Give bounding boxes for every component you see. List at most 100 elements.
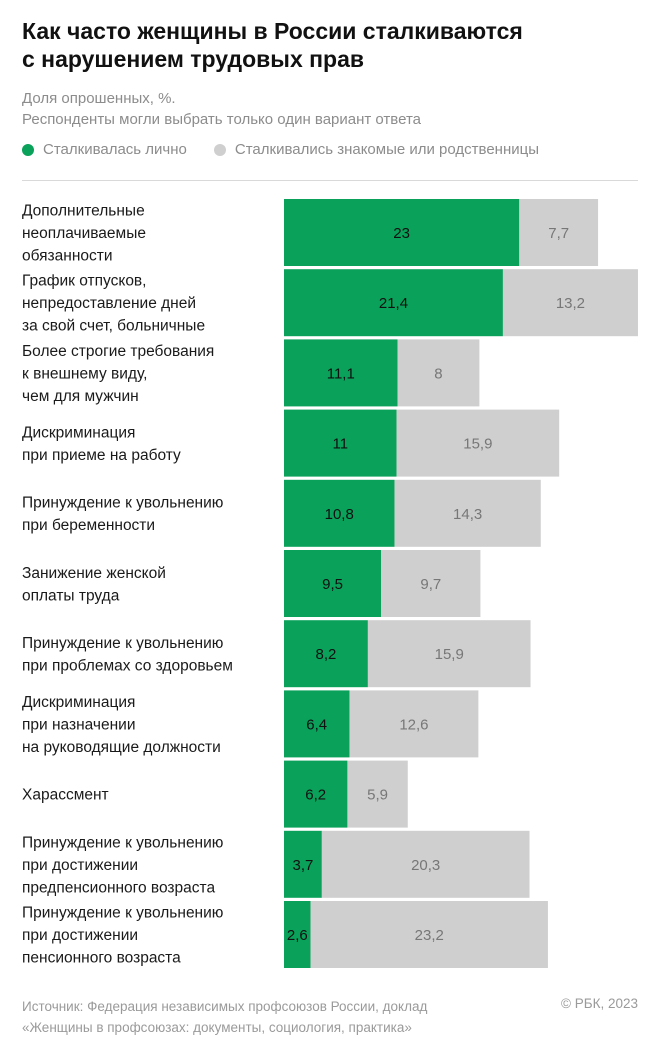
bar-personal <box>284 409 397 477</box>
category-label: Принуждение к увольнению при беременности <box>22 495 223 535</box>
category-label: Более строгие требования к внешнему виду,… <box>22 343 214 405</box>
value-label-personal: 8,2 <box>316 646 337 663</box>
category-label: Дополнительные неоплачиваемые обязанности <box>22 203 146 265</box>
value-label-personal: 6,2 <box>305 787 326 804</box>
legend-dot-acquaintances-icon <box>213 143 226 156</box>
value-label-personal: 21,4 <box>379 295 408 312</box>
category-label-line: Принуждение к увольнению <box>22 635 223 652</box>
bar-acquaintances <box>519 199 599 266</box>
value-label-acquaintances: 23,2 <box>415 927 444 944</box>
category-label-line: Принуждение к увольнению <box>22 834 223 851</box>
value-label-personal: 23 <box>393 225 410 242</box>
category-label-line: при назначении <box>22 716 136 733</box>
category-label: Принуждение к увольнению при проблемах со… <box>22 635 233 675</box>
category-label: Дискриминация при приеме на работу <box>22 424 181 464</box>
value-label-personal: 3,7 <box>292 857 313 874</box>
bar-acquaintances <box>396 409 560 477</box>
category-label-line: Принуждение к увольнению <box>22 905 223 922</box>
bar-acquaintances <box>349 690 479 758</box>
category-label-line: за свой счет, больничные <box>22 318 205 335</box>
value-label-acquaintances: 9,7 <box>420 576 441 593</box>
category-label-line: Более строгие требования <box>22 343 214 360</box>
legend-dot-personal-icon <box>22 143 34 156</box>
source-line-2: «Женщины в профсоюзах: документы, социол… <box>22 1020 412 1035</box>
category-label-line: Дискриминация <box>22 694 135 711</box>
category-label-line: при приеме на работу <box>22 447 181 464</box>
category-label: Принуждение к увольнению при достижении пе… <box>22 905 223 967</box>
bar-personal <box>284 550 382 617</box>
value-label-acquaintances: 20,3 <box>411 857 440 874</box>
value-label-acquaintances: 8 <box>434 365 442 382</box>
chart-title-line-1: Как часто женщины в России сталкиваются <box>22 18 523 44</box>
copyright: © РБК, 2023 <box>561 996 638 1011</box>
bar-personal <box>284 199 520 266</box>
chart-legend: Сталкивалась лично Сталкивались знакомые… <box>22 141 642 158</box>
category-label: График отпусков, непредоставление дней за … <box>22 273 205 335</box>
category-label-line: Харассмент <box>22 787 109 804</box>
value-label-acquaintances: 14,3 <box>453 506 482 523</box>
bar-acquaintances <box>397 339 480 407</box>
category-label-line: оплаты труда <box>22 587 120 604</box>
bar-personal <box>284 339 398 407</box>
category-label-line: чем для мужчин <box>22 388 139 405</box>
bar-acquaintances <box>394 479 541 547</box>
chart-footer-source: Источник: Федерация независимых профсоюз… <box>22 996 638 1038</box>
subtitle-line-1: Доля опрошенных, %. <box>22 90 176 107</box>
chart-subtitle: Доля опрошенных, %. Респонденты могли вы… <box>22 88 642 130</box>
category-label-line: обязанности <box>22 248 113 265</box>
bar-acquaintances <box>321 830 530 898</box>
legend-item-acquaintances: Сталкивались знакомые или родственницы <box>213 141 539 158</box>
value-label-personal: 2,6 <box>287 927 308 944</box>
category-label-line: при проблемах со здоровьем <box>22 657 233 674</box>
category-label-line: неоплачиваемые <box>22 225 146 242</box>
bar-acquaintances <box>502 269 638 337</box>
value-label-personal: 10,8 <box>325 506 354 523</box>
header-divider <box>22 180 638 181</box>
bar-acquaintances <box>347 760 408 828</box>
category-label-line: Принуждение к увольнению <box>22 495 223 512</box>
category-label: Дискриминация при назначении на руководящи… <box>22 694 221 756</box>
value-label-personal: 9,5 <box>322 576 343 593</box>
category-label-line: Занижение женской <box>22 565 166 582</box>
legend-label-acquaintances: Сталкивались знакомые или родственницы <box>234 141 539 158</box>
subtitle-line-2: Респонденты могли выбрать только один ва… <box>22 111 421 128</box>
value-label-acquaintances: 7,7 <box>548 225 569 242</box>
legend-item-personal: Сталкивалась лично <box>22 141 187 158</box>
value-label-acquaintances: 15,9 <box>463 436 492 453</box>
category-label: Принуждение к увольнению при достижении пр… <box>22 834 223 896</box>
category-label: Занижение женской оплаты труда <box>22 565 166 605</box>
bar-personal <box>284 760 348 828</box>
source-line-1: Источник: Федерация независимых профсоюз… <box>22 999 428 1014</box>
category-label-line: предпенсионного возраста <box>22 879 215 896</box>
value-label-acquaintances: 5,9 <box>367 787 388 804</box>
category-label: Харассмент <box>22 787 109 804</box>
category-label-line: при беременности <box>22 517 155 534</box>
category-label-line: на руководящие должности <box>22 739 221 756</box>
chart-title: Как часто женщины в России сталкиваются … <box>22 17 642 73</box>
category-label-line: к внешнему виду, <box>22 365 147 382</box>
bar-personal <box>284 620 368 688</box>
category-label-line: пенсионного возраста <box>22 950 181 967</box>
bar-personal <box>284 830 322 898</box>
legend-label-personal: Сталкивалась лично <box>43 141 187 158</box>
category-label-line: График отпусков, <box>22 273 146 290</box>
value-label-personal: 6,4 <box>306 716 327 733</box>
category-label-line: непредоставление дней <box>22 295 196 312</box>
bar-acquaintances <box>310 901 548 968</box>
category-label-line: Дополнительные <box>22 203 145 220</box>
value-label-acquaintances: 13,2 <box>556 295 585 312</box>
category-label-line: при достижении <box>22 927 138 944</box>
bar-personal <box>284 901 311 968</box>
value-label-personal: 11,1 <box>327 365 355 382</box>
category-label-line: Дискриминация <box>22 424 135 441</box>
chart-title-line-2: с нарушением трудовых прав <box>22 46 365 72</box>
category-label-line: при достижении <box>22 857 138 874</box>
bar-acquaintances <box>367 620 531 688</box>
bar-acquaintances <box>381 550 481 617</box>
bar-personal <box>284 269 503 337</box>
value-label-acquaintances: 12,6 <box>399 716 428 733</box>
bar-personal <box>284 690 350 758</box>
value-label-personal: 11 <box>332 436 348 453</box>
value-label-acquaintances: 15,9 <box>435 646 464 663</box>
